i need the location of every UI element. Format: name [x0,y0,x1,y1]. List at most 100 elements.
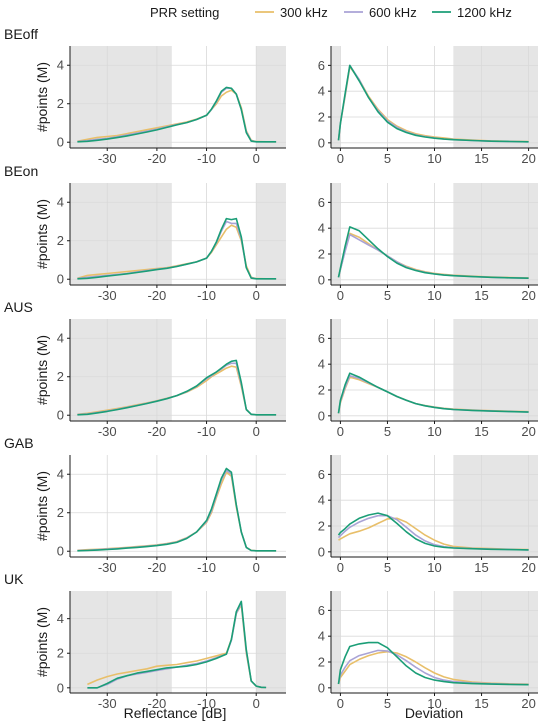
x-tick-label: 5 [384,151,391,166]
legend: PRR setting 300 kHz 600 kHz 1200 kHz [150,5,512,20]
series-line-1200khz [77,467,277,552]
x-tick-label: 5 [384,696,391,711]
y-tick-label: 2 [318,519,325,534]
shaded-region [70,183,172,285]
series-line-1200khz [87,600,267,689]
panel-uk-reflectance: -30 -20 -10 0 0 2 4 #points (M) UK [4,571,286,711]
y-tick-label: 4 [318,221,325,236]
shaded-region [70,591,172,693]
x-tick-label: 0 [337,696,344,711]
y-axis-label: #points (M) [34,199,50,269]
x-tick-label: 10 [427,151,441,166]
y-axis-label: #points (M) [34,62,50,132]
x-tick-label: 0 [337,424,344,439]
y-tick-label: 6 [318,58,325,73]
panel-uk-deviation: 0 5 10 15 20 0 2 4 6 [318,591,538,711]
y-tick-label: 4 [57,58,64,73]
panel-aus-reflectance: -30 -20 -10 0 0 2 4 #points (M) AUS [4,299,286,439]
shaded-region [331,591,341,693]
row-label-aus: AUS [4,299,33,315]
y-tick-label: 0 [318,680,325,695]
x-tick-label: -30 [98,151,117,166]
y-tick-label: 0 [57,544,64,559]
x-tick-label: 0 [337,288,344,303]
y-tick-label: 2 [57,233,64,248]
series-line-1200khz [337,64,529,143]
y-tick-label: 4 [318,357,325,372]
shaded-region [331,455,341,557]
y-tick-label: 2 [318,383,325,398]
x-tick-label: 10 [427,424,441,439]
series-line-1200khz [337,372,529,414]
y-tick-label: 0 [318,135,325,150]
x-tick-label: 0 [253,696,260,711]
x-axis-label-deviation: Deviation [405,705,463,721]
x-tick-label: 10 [427,288,441,303]
series-line-1200khz [77,217,277,280]
y-tick-label: 6 [318,195,325,210]
series-line-1200khz [77,359,277,416]
x-tick-label: 20 [521,288,535,303]
y-axis-label: #points (M) [34,335,50,405]
y-tick-label: 6 [318,603,325,618]
x-tick-label: -20 [147,696,166,711]
y-tick-label: 2 [57,646,64,661]
x-tick-label: 0 [253,560,260,575]
y-tick-label: 0 [57,680,64,695]
legend-label-300: 300 kHz [280,5,328,20]
panel-gab-deviation: 0 5 10 15 20 0 2 4 6 [318,455,538,575]
x-tick-label: 15 [474,424,488,439]
y-tick-label: 0 [57,135,64,150]
x-tick-label: 15 [474,560,488,575]
x-tick-label: -10 [197,151,216,166]
x-tick-label: 15 [474,288,488,303]
x-tick-label: -20 [147,560,166,575]
y-tick-label: 0 [318,544,325,559]
y-tick-label: 4 [318,84,325,99]
x-tick-label: 20 [521,696,535,711]
x-tick-label: 0 [337,560,344,575]
shaded-region [453,46,538,148]
series-line-1200khz [337,512,529,551]
x-tick-label: 0 [253,424,260,439]
legend-label-1200: 1200 kHz [457,5,512,20]
x-tick-label: 0 [253,288,260,303]
shaded-region [453,319,538,421]
y-tick-label: 4 [318,493,325,508]
x-tick-label: -20 [147,424,166,439]
panel-beon-reflectance: -30 -20 -10 0 0 2 4 #points (M) BEon [4,163,286,303]
y-tick-label: 6 [318,331,325,346]
x-tick-label: -10 [197,424,216,439]
y-tick-label: 4 [57,611,64,626]
y-tick-label: 4 [318,629,325,644]
panel-beoff-deviation: 0 5 10 15 20 0 2 4 6 [318,46,538,166]
panel-beon-deviation: 0 5 10 15 20 0 2 4 6 [318,183,538,303]
x-tick-label: -30 [98,288,117,303]
panel-aus-deviation: 0 5 10 15 20 0 2 4 6 [318,319,538,439]
series-line-1200khz [77,86,277,143]
panel-gab-reflectance: -30 -20 -10 0 0 2 4 #points (M) GAB [4,435,286,575]
y-tick-label: 4 [57,467,64,482]
x-tick-label: -10 [197,288,216,303]
x-tick-label: -20 [147,151,166,166]
x-tick-label: 10 [427,560,441,575]
legend-title: PRR setting [150,5,219,20]
x-tick-label: 5 [384,560,391,575]
row-label-uk: UK [4,571,24,587]
x-tick-label: 5 [384,424,391,439]
x-tick-label: -10 [197,696,216,711]
x-tick-label: -30 [98,560,117,575]
y-tick-label: 2 [57,369,64,384]
y-tick-label: 0 [57,408,64,423]
row-label-beon: BEon [4,163,38,179]
shaded-region [453,591,538,693]
y-tick-label: 6 [318,467,325,482]
shaded-region [331,319,341,421]
y-tick-label: 2 [57,505,64,520]
row-label-gab: GAB [4,435,34,451]
x-tick-label: 5 [384,288,391,303]
x-tick-label: 10 [427,696,441,711]
y-tick-label: 4 [57,195,64,210]
